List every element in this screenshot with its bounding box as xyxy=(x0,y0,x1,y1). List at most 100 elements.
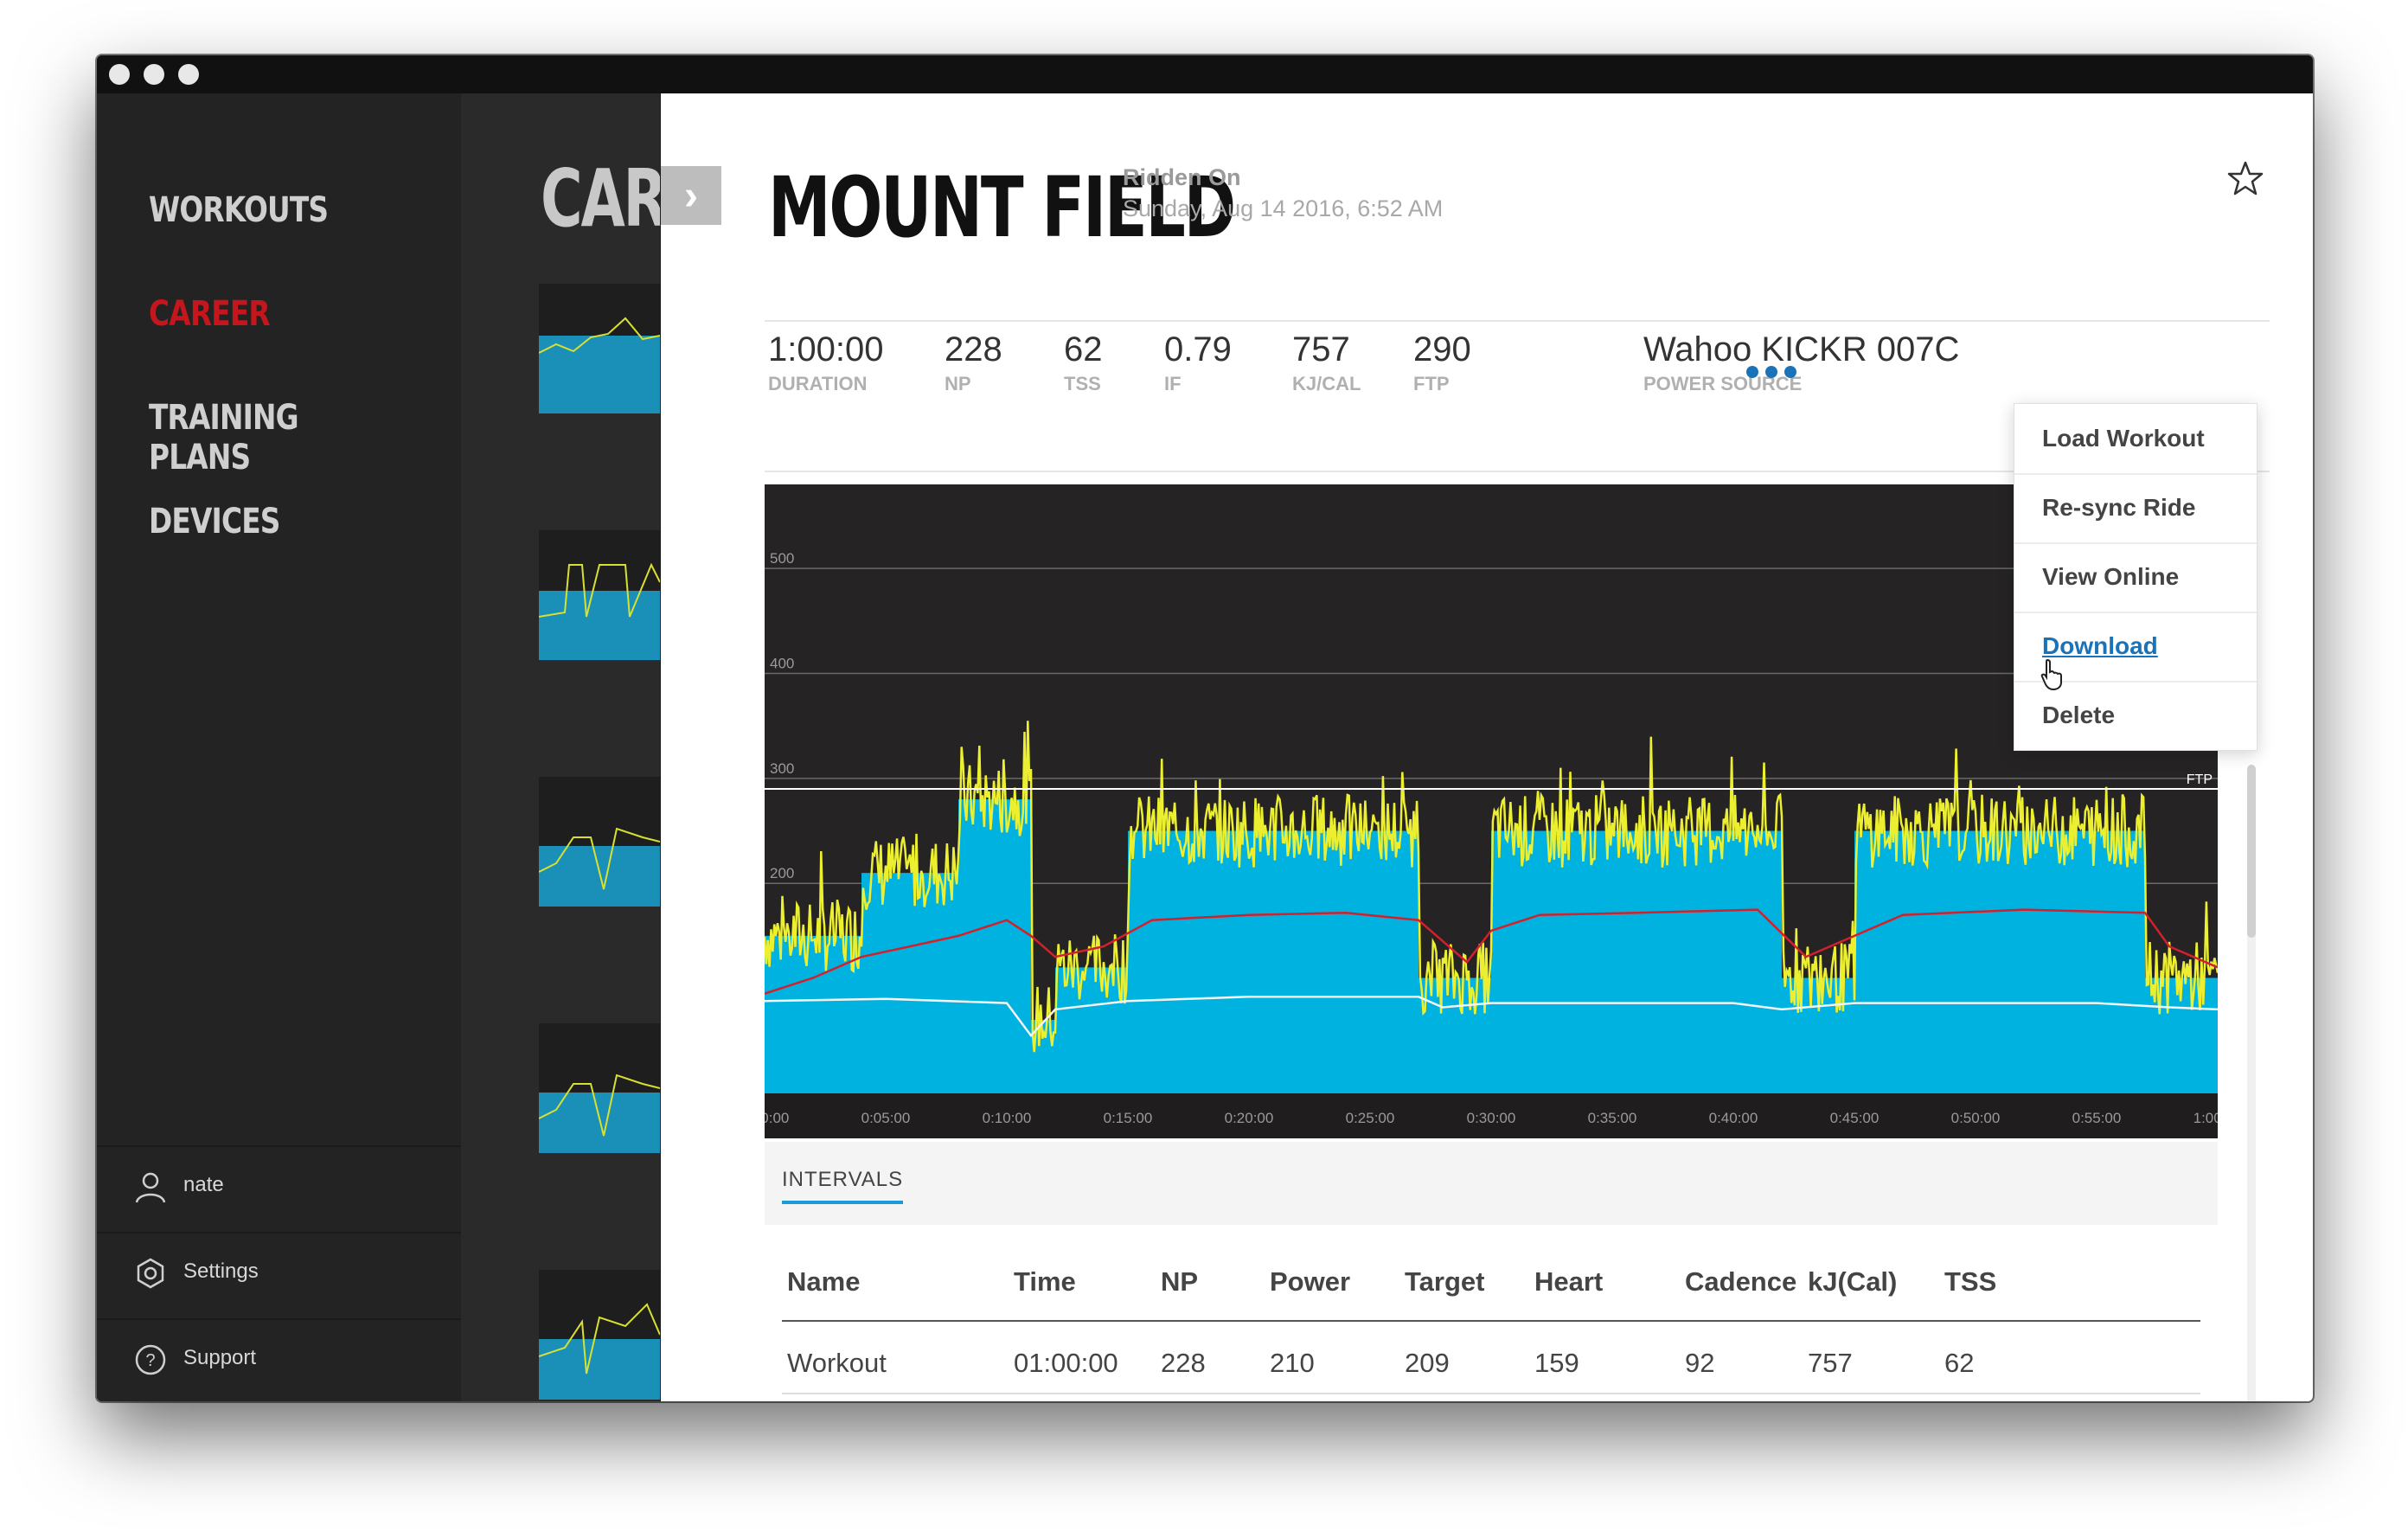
svg-text:?: ? xyxy=(145,1351,155,1370)
nav-workouts[interactable]: WORKOUTS xyxy=(149,190,329,230)
window-zoom-dot[interactable] xyxy=(178,64,199,85)
app-window: WORKOUTS CAREER TRAINING PLANS DEVICES n… xyxy=(97,55,2313,1401)
stat-ftp: 290 FTP xyxy=(1413,330,1471,395)
menu-item-label: Re-sync Ride xyxy=(2042,494,2196,521)
ride-thumbnail[interactable] xyxy=(538,1023,660,1153)
power-series-line xyxy=(765,721,2218,1053)
cadence-series-line xyxy=(765,996,2218,1038)
hand-cursor-icon xyxy=(2040,658,2062,691)
intervals-tabbar: INTERVALS xyxy=(765,1142,2218,1225)
x-axis-band xyxy=(765,1093,2218,1138)
x-axis: 0:00:00 0:05:00 0:10:00 0:15:00 0:20:00 0:25:… xyxy=(765,1110,2218,1126)
x-tick-label: 0:25:00 xyxy=(1346,1110,1395,1126)
ride-thumbnail[interactable] xyxy=(538,1270,660,1400)
x-tick-label: 1:00:00 xyxy=(2193,1110,2218,1126)
window-close-dot[interactable] xyxy=(109,64,130,85)
menu-item-label: Download xyxy=(2042,632,2158,659)
stat-label: DURATION xyxy=(768,373,868,394)
cell-kjcal: 757 xyxy=(1808,1348,1853,1378)
user-icon xyxy=(135,1172,166,1203)
help-icon: ? xyxy=(135,1344,166,1375)
x-tick-label: 0:10:00 xyxy=(983,1110,1032,1126)
col-header-heart[interactable]: Heart xyxy=(1534,1266,1604,1297)
user-name: nate xyxy=(183,1173,224,1196)
settings-item[interactable]: Settings xyxy=(97,1232,461,1317)
options-menu: Load Workout Re-sync Ride View Online Do… xyxy=(2014,403,2258,751)
cell-target: 209 xyxy=(1405,1348,1450,1378)
ride-thumbnail[interactable] xyxy=(538,777,660,907)
x-tick-label: 0:05:00 xyxy=(861,1110,911,1126)
menu-item-view-online[interactable]: View Online xyxy=(2014,542,2257,613)
col-header-tss[interactable]: TSS xyxy=(1944,1266,1997,1297)
stat-value: 0.79 xyxy=(1164,330,1232,368)
stat-power-source: Wahoo KICKR 007C POWER SOURCE xyxy=(1643,330,1959,395)
stat-tss: 62 TSS xyxy=(1064,330,1103,395)
col-header-cadence[interactable]: Cadence xyxy=(1685,1266,1797,1297)
cell-np: 228 xyxy=(1161,1348,1206,1378)
stat-np: 228 NP xyxy=(945,330,1002,395)
menu-caret xyxy=(1446,391,1474,405)
ridden-on-label: Ridden On xyxy=(1123,164,1241,190)
chevron-right-icon: › xyxy=(684,172,698,219)
gear-icon xyxy=(137,1258,164,1289)
cell-name: Workout xyxy=(787,1348,887,1378)
cell-power: 210 xyxy=(1270,1348,1315,1378)
stat-label: POWER SOURCE xyxy=(1643,373,1803,394)
menu-item-delete[interactable]: Delete xyxy=(2014,681,2257,750)
ride-thumbnail[interactable] xyxy=(538,284,660,413)
menu-item-label: Delete xyxy=(2042,702,2116,728)
x-tick-label: 0:30:00 xyxy=(1467,1110,1516,1126)
col-header-time[interactable]: Time xyxy=(1014,1266,1076,1297)
ride-date: Sunday, Aug 14 2016, 6:52 AM xyxy=(1123,195,1444,221)
stat-label: TSS xyxy=(1064,373,1101,394)
user-item[interactable]: nate xyxy=(97,1145,461,1230)
stat-label: NP xyxy=(945,373,971,394)
scrollbar-track[interactable] xyxy=(2247,773,2256,1401)
stat-if: 0.79 IF xyxy=(1164,330,1232,395)
col-header-target[interactable]: Target xyxy=(1405,1266,1485,1297)
col-header-np[interactable]: NP xyxy=(1161,1266,1199,1297)
stat-duration: 1:00:00 DURATION xyxy=(768,330,883,395)
col-header-power[interactable]: Power xyxy=(1270,1266,1351,1297)
sidebar: WORKOUTS CAREER TRAINING PLANS DEVICES n… xyxy=(97,93,461,1401)
x-tick-label: 0:45:00 xyxy=(1830,1110,1880,1126)
stat-value: 1:00:00 xyxy=(768,330,884,368)
menu-item-download[interactable]: Download xyxy=(2014,612,2257,691)
settings-label: Settings xyxy=(183,1259,259,1283)
support-item[interactable]: ? Support xyxy=(97,1318,461,1401)
more-options-icon[interactable] xyxy=(1744,363,1799,381)
window-minimize-dot[interactable] xyxy=(144,64,164,85)
col-header-name[interactable]: Name xyxy=(787,1266,861,1297)
stat-value: 62 xyxy=(1064,330,1103,368)
career-list: CAREER xyxy=(461,93,660,1401)
tab-intervals[interactable]: INTERVALS xyxy=(782,1168,904,1204)
col-header-kjcal[interactable]: kJ(Cal) xyxy=(1808,1266,1898,1297)
scrollbar-thumb[interactable] xyxy=(2247,765,2256,938)
x-tick-label: 0:35:00 xyxy=(1588,1110,1637,1126)
cell-heart: 159 xyxy=(1534,1348,1579,1378)
heart-series-line xyxy=(765,908,2218,995)
expand-button[interactable]: › xyxy=(661,166,721,225)
y-tick-label: 500 xyxy=(770,550,794,567)
nav-training-plans[interactable]: TRAINING PLANS xyxy=(149,398,299,477)
cell-tss: 62 xyxy=(1944,1348,1975,1378)
x-tick-label: 0:50:00 xyxy=(1951,1110,2001,1126)
nav-devices[interactable]: DEVICES xyxy=(149,502,280,542)
stat-kjcal: 757 KJ/CAL xyxy=(1292,330,1361,395)
x-tick-label: 0:20:00 xyxy=(1225,1110,1274,1126)
menu-item-label: Load Workout xyxy=(2042,425,2205,452)
ftp-label: FTP xyxy=(2187,772,2213,787)
stat-label: KJ/CAL xyxy=(1292,373,1361,394)
menu-item-load-workout[interactable]: Load Workout xyxy=(2014,404,2257,475)
header-divider xyxy=(782,1320,2200,1322)
star-icon[interactable] xyxy=(2226,159,2264,197)
nav-career[interactable]: CAREER xyxy=(149,294,271,334)
y-axis: 200 300 400 500 xyxy=(770,550,794,881)
x-tick-label: 0:40:00 xyxy=(1709,1110,1758,1126)
stat-value: 757 xyxy=(1292,330,1350,368)
stat-label: FTP xyxy=(1413,373,1450,394)
ride-thumbnail[interactable] xyxy=(538,530,660,660)
menu-item-resync-ride[interactable]: Re-sync Ride xyxy=(2014,473,2257,544)
cell-time: 01:00:00 xyxy=(1014,1348,1118,1378)
